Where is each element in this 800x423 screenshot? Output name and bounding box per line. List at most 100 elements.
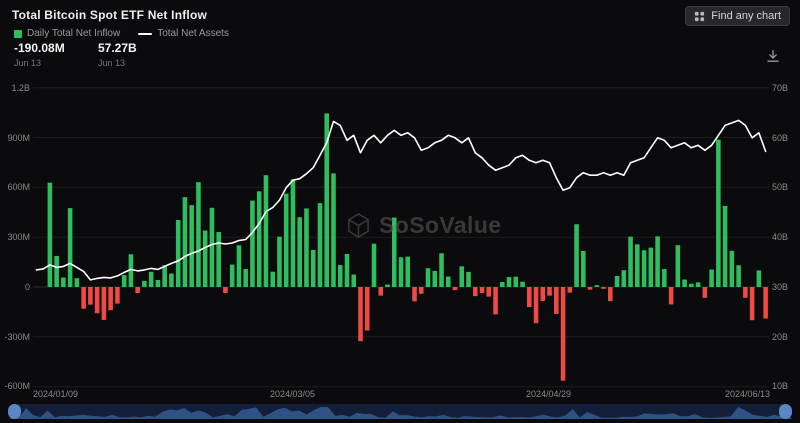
- inflow-bar: [749, 287, 755, 321]
- inflow-bar: [594, 285, 600, 287]
- inflow-bar: [223, 287, 228, 293]
- inflow-bar: [101, 287, 107, 320]
- daily-inflow-value: -190.08M: [14, 41, 65, 55]
- inflow-bar: [378, 287, 384, 296]
- inflow-bar: [324, 113, 329, 288]
- right-axis: 70B 60B 50B 40B 30B 20B 10B: [772, 0, 798, 423]
- inflow-bar: [614, 276, 620, 287]
- left-axis: 1.2B 900M 600M 300M 0 -300M -600M: [2, 0, 30, 423]
- main-chart-svg[interactable]: [33, 84, 769, 390]
- y-tick: 0: [24, 282, 30, 292]
- page-title: Total Bitcoin Spot ETF Net Inflow: [12, 8, 208, 22]
- inflow-bar: [445, 276, 451, 287]
- y-tick: 900M: [7, 133, 30, 143]
- inflow-bar: [290, 179, 296, 287]
- inflow-bar: [243, 269, 248, 287]
- inflow-bar: [587, 287, 593, 290]
- inflow-bar: [142, 280, 147, 287]
- inflow-bar: [493, 287, 498, 315]
- inflow-bar: [668, 287, 674, 305]
- inflow-bar: [398, 257, 404, 287]
- daily-inflow-date: Jun 13: [14, 58, 42, 68]
- inflow-bar: [175, 220, 181, 287]
- inflow-bar: [337, 265, 343, 287]
- inflow-bar: [716, 139, 721, 287]
- inflow-bar: [229, 264, 235, 287]
- inflow-bar: [473, 287, 478, 297]
- inflow-bar: [500, 282, 505, 287]
- grid-icon: [694, 11, 705, 22]
- inflow-bar: [351, 274, 357, 287]
- net-assets-date: Jun 13: [98, 58, 126, 68]
- legend: Daily Total Net Inflow Total Net Assets: [14, 28, 229, 39]
- inflow-bar: [331, 173, 336, 287]
- y-tick: -300M: [4, 332, 30, 342]
- inflow-bar: [358, 287, 363, 342]
- legend-item-daily-inflow[interactable]: Daily Total Net Inflow: [14, 28, 120, 39]
- inflow-bar: [371, 243, 377, 287]
- inflow-bar: [466, 271, 471, 287]
- net-assets-readout: 57.27B Jun 13: [98, 41, 137, 68]
- inflow-bar: [554, 287, 559, 314]
- inflow-bar: [601, 287, 606, 289]
- inflow-bar: [196, 182, 201, 287]
- x-tick: 2024/04/29: [526, 389, 572, 399]
- inflow-bar: [648, 247, 654, 287]
- y-tick: 60B: [772, 133, 789, 143]
- inflow-bar: [567, 287, 573, 293]
- inflow-bar: [94, 287, 100, 314]
- legend-label-net-assets: Total Net Assets: [157, 28, 229, 39]
- inflow-bar: [148, 271, 154, 287]
- y-tick: 20B: [772, 332, 789, 342]
- inflow-bar: [391, 217, 397, 287]
- inflow-bar: [304, 208, 309, 287]
- inflow-bar: [520, 281, 525, 287]
- y-tick: 10B: [772, 381, 789, 391]
- inflow-bar: [756, 270, 762, 287]
- inflow-bar: [527, 287, 532, 308]
- net-assets-line: [35, 119, 767, 281]
- inflow-bar: [641, 250, 647, 287]
- x-tick: 2024/03/05: [270, 389, 316, 399]
- download-icon[interactable]: [766, 49, 780, 63]
- inflow-bar: [736, 265, 741, 287]
- navigator-handle-left[interactable]: [8, 404, 21, 419]
- navigator-svg[interactable]: [8, 404, 792, 419]
- y-tick: 1.2B: [11, 83, 30, 93]
- white-line-swatch: [138, 32, 153, 35]
- navigator-handle-right[interactable]: [779, 404, 792, 419]
- y-tick: 50B: [772, 182, 789, 192]
- y-tick: 40B: [772, 232, 789, 242]
- inflow-bar: [297, 217, 302, 287]
- inflow-bar: [317, 203, 323, 287]
- inflow-bar: [662, 269, 667, 287]
- inflow-bar: [695, 282, 701, 287]
- legend-item-net-assets[interactable]: Total Net Assets: [138, 28, 229, 39]
- net-assets-value: 57.27B: [98, 41, 137, 55]
- inflow-bar: [560, 287, 566, 381]
- inflow-bar: [506, 277, 512, 287]
- inflow-bar: [621, 270, 627, 287]
- inflow-bar: [405, 256, 411, 287]
- inflow-bar: [121, 275, 127, 287]
- inflow-bar: [722, 205, 728, 287]
- inflow-bar: [128, 254, 134, 287]
- inflow-bar: [702, 287, 708, 298]
- inflow-bar: [283, 193, 289, 287]
- inflow-bar: [67, 208, 73, 287]
- inflow-bar: [202, 230, 208, 287]
- inflow-bar: [513, 276, 519, 287]
- inflow-bar: [385, 284, 390, 287]
- navigator-area: [8, 407, 792, 419]
- inflow-bar: [709, 269, 714, 287]
- inflow-bar: [425, 268, 431, 287]
- inflow-bar: [250, 200, 255, 287]
- find-chart-button[interactable]: Find any chart: [685, 6, 790, 26]
- legend-label-daily-inflow: Daily Total Net Inflow: [27, 28, 121, 39]
- daily-inflow-bars: [47, 113, 768, 381]
- inflow-bar: [236, 245, 242, 287]
- inflow-bar: [277, 236, 282, 287]
- find-chart-label: Find any chart: [711, 10, 781, 22]
- inflow-bar: [452, 287, 458, 291]
- x-tick: 2024/06/13: [724, 389, 770, 399]
